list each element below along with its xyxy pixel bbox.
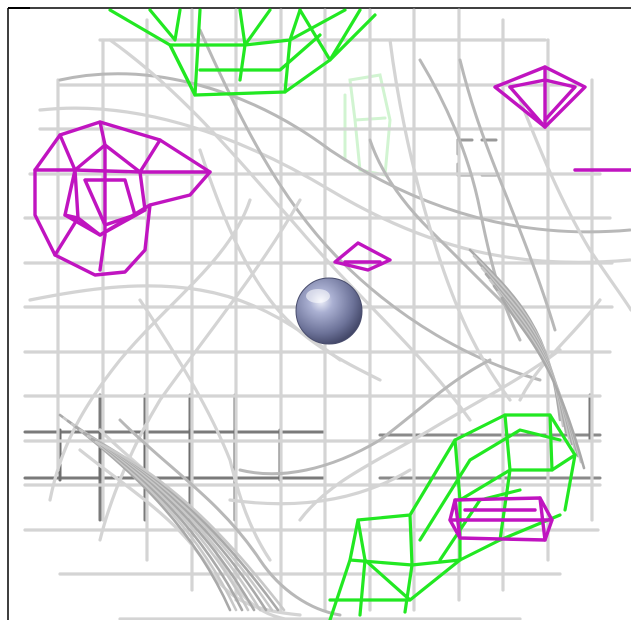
mesh-strand (83, 178, 137, 227)
mesh-strand (58, 133, 162, 174)
mesh-strand (98, 120, 107, 147)
mesh-strand (458, 58, 557, 332)
curved-mesh-strands (28, 28, 631, 620)
sphere-highlight (306, 289, 330, 303)
mesh-strand (94, 440, 286, 612)
mesh-strand (98, 198, 302, 542)
central-atom-sphere[interactable] (295, 277, 363, 345)
mesh-strand (476, 260, 568, 434)
mesh-strand (198, 33, 322, 72)
mesh-strand (238, 8, 247, 82)
mesh-strand (548, 413, 554, 472)
mesh-strand (493, 65, 587, 129)
magenta-density-mesh (33, 65, 631, 542)
mesh-strand (298, 8, 377, 62)
mesh-strand (298, 348, 562, 522)
mesh-strand (28, 284, 342, 362)
mesh-strand (33, 120, 212, 277)
mesh-strand (238, 358, 492, 476)
mesh-strand (98, 143, 107, 272)
green-density-mesh (108, 8, 577, 620)
mesh-strand (58, 72, 631, 234)
mesh-strand (228, 468, 412, 506)
mesh-strand (63, 213, 80, 220)
mesh-strand (518, 98, 631, 312)
mesh-strand (168, 43, 197, 97)
mesh-strand (108, 38, 472, 422)
mesh-strand (328, 413, 577, 620)
mesh-strand (193, 8, 362, 97)
mesh-strand (48, 198, 252, 502)
mesh-strand (508, 78, 577, 122)
density-grid-mesh (23, 8, 614, 620)
mesh-strand (148, 8, 182, 42)
mesh-strand (53, 216, 80, 257)
mesh-strand (518, 298, 602, 402)
viewport-frame (7, 7, 631, 620)
mesh-strand (418, 428, 562, 542)
mesh-strand (388, 38, 512, 402)
mesh-strand (500, 296, 586, 470)
mesh-strand (118, 418, 342, 617)
mesh-strand (283, 8, 302, 94)
mesh-strand (458, 453, 577, 502)
mesh-strand (333, 241, 392, 272)
mesh-strand (198, 148, 382, 382)
mesh-strand (138, 298, 272, 562)
mesh-strand (508, 85, 547, 129)
faint-green-mesh (343, 73, 392, 177)
